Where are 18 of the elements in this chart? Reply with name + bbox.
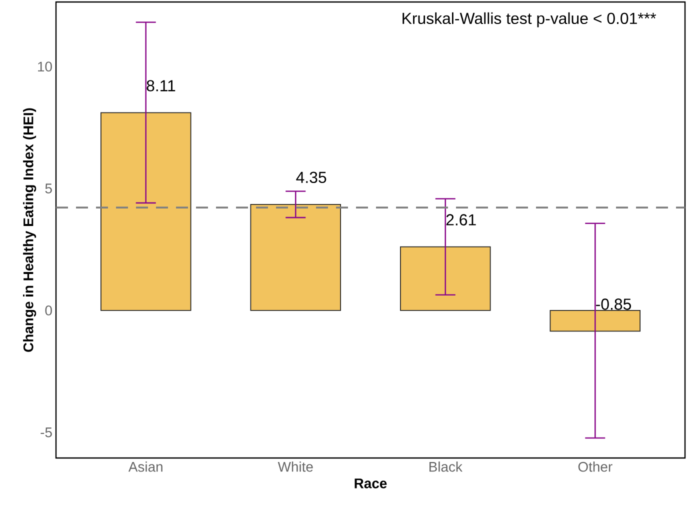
annotation: Kruskal-Wallis test p-value < 0.01*** bbox=[402, 12, 656, 28]
x-tick-label: White bbox=[278, 462, 313, 472]
x-tick-label: Black bbox=[429, 462, 462, 472]
y-tick-label: -5 bbox=[40, 428, 52, 438]
data-label: -0.85 bbox=[596, 298, 631, 310]
data-label: 4.35 bbox=[296, 172, 326, 184]
bar bbox=[250, 204, 341, 311]
x-tick-label: Asian bbox=[128, 462, 162, 472]
y-tick-label: 5 bbox=[45, 184, 52, 194]
y-axis-title: Change in Healthy Eating Index (HEI) bbox=[23, 108, 36, 352]
y-tick-label: 0 bbox=[45, 306, 52, 316]
data-label: 2.61 bbox=[446, 214, 476, 226]
x-tick-label: Other bbox=[578, 462, 612, 472]
y-tick-label: 10 bbox=[38, 62, 52, 72]
bar bbox=[550, 310, 641, 332]
data-label: 8.11 bbox=[146, 80, 176, 92]
bar bbox=[100, 112, 192, 311]
x-axis-title: Race bbox=[354, 478, 387, 488]
